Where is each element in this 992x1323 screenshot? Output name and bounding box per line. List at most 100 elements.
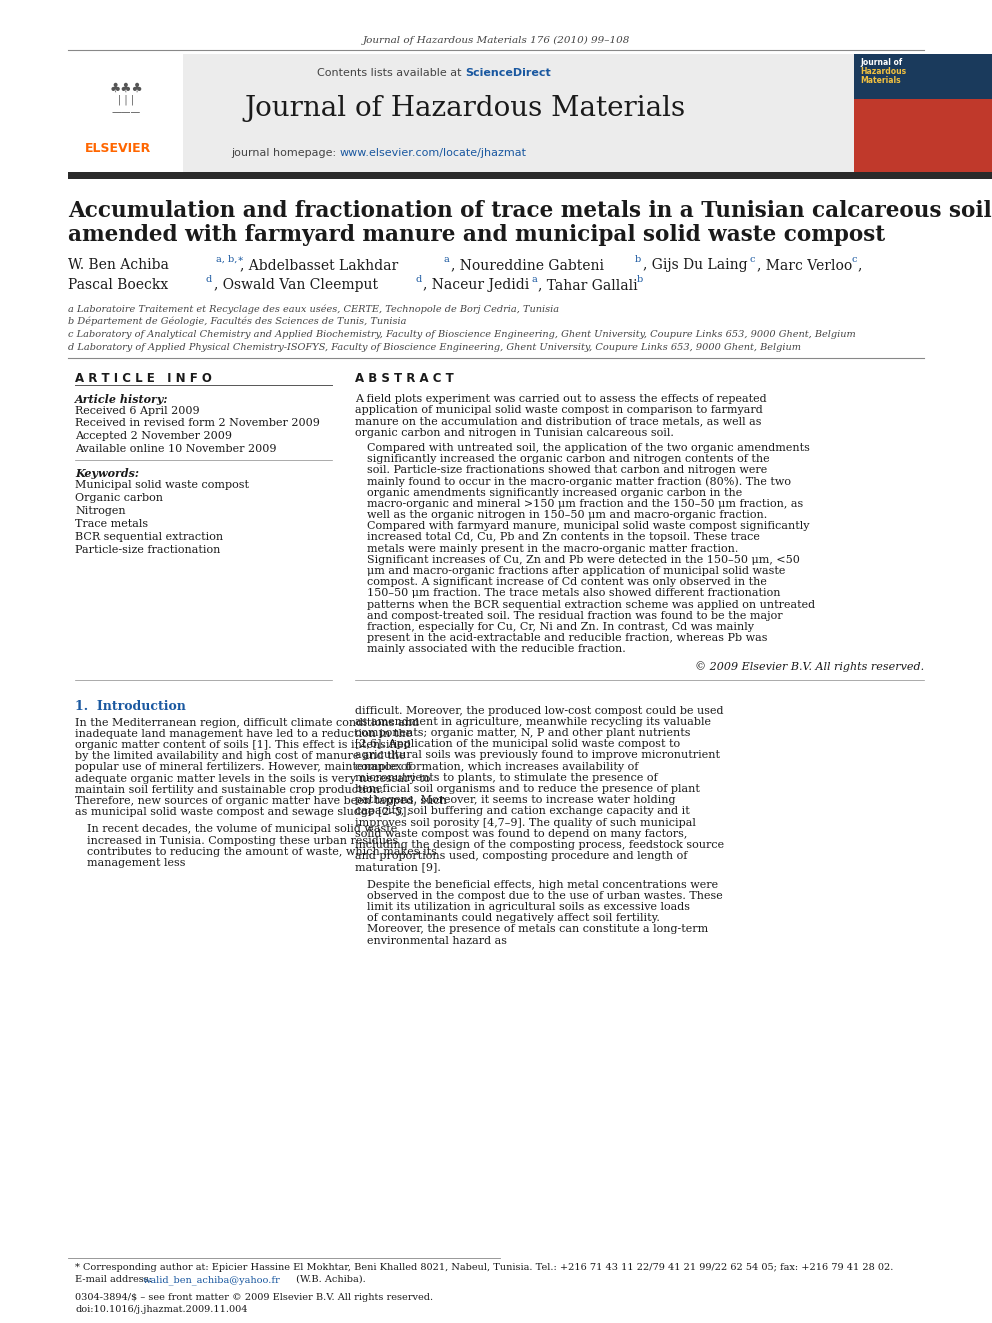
Text: b: b bbox=[637, 275, 643, 284]
Text: | | |: | | | bbox=[118, 95, 134, 106]
Text: d: d bbox=[206, 275, 212, 284]
Text: environmental hazard as: environmental hazard as bbox=[367, 935, 507, 946]
Text: In the Mediterranean region, difficult climate conditions and: In the Mediterranean region, difficult c… bbox=[75, 717, 419, 728]
Text: as municipal solid waste compost and sewage sludge [2–5].: as municipal solid waste compost and sew… bbox=[75, 807, 410, 818]
Text: In recent decades, the volume of municipal solid waste: In recent decades, the volume of municip… bbox=[87, 824, 397, 835]
Text: [2,6]. Application of the municipal solid waste compost to: [2,6]. Application of the municipal soli… bbox=[355, 740, 681, 749]
Text: improves soil porosity [4,7–9]. The quality of such municipal: improves soil porosity [4,7–9]. The qual… bbox=[355, 818, 695, 828]
Text: a: a bbox=[531, 275, 537, 284]
Text: Hazardous: Hazardous bbox=[860, 67, 906, 75]
Text: capacity, soil buffering and cation exchange capacity and it: capacity, soil buffering and cation exch… bbox=[355, 807, 689, 816]
Bar bbox=[68, 172, 992, 179]
Text: , Tahar Gallali: , Tahar Gallali bbox=[538, 278, 638, 292]
Text: Organic carbon: Organic carbon bbox=[75, 493, 163, 503]
Bar bbox=[68, 54, 854, 172]
Text: well as the organic nitrogen in 150–50 μm and macro-organic fraction.: well as the organic nitrogen in 150–50 μ… bbox=[367, 509, 767, 520]
Text: A B S T R A C T: A B S T R A C T bbox=[355, 372, 453, 385]
Text: , Gijs Du Laing: , Gijs Du Laing bbox=[643, 258, 748, 273]
Text: present in the acid-extractable and reducible fraction, whereas Pb was: present in the acid-extractable and redu… bbox=[367, 634, 768, 643]
Text: mainly found to occur in the macro-organic matter fraction (80%). The two: mainly found to occur in the macro-organ… bbox=[367, 476, 791, 487]
Text: maturation [9].: maturation [9]. bbox=[355, 863, 440, 872]
Text: contributes to reducing the amount of waste, which makes its: contributes to reducing the amount of wa… bbox=[87, 847, 436, 857]
Text: , Abdelbasset Lakhdar: , Abdelbasset Lakhdar bbox=[240, 258, 398, 273]
Text: 150–50 μm fraction. The trace metals also showed different fractionation: 150–50 μm fraction. The trace metals als… bbox=[367, 589, 781, 598]
Text: limit its utilization in agricultural soils as excessive loads: limit its utilization in agricultural so… bbox=[367, 902, 690, 912]
Text: micronutrients to plants, to stimulate the presence of: micronutrients to plants, to stimulate t… bbox=[355, 773, 658, 783]
Text: ScienceDirect: ScienceDirect bbox=[465, 67, 551, 78]
Text: , Marc Verloo: , Marc Verloo bbox=[757, 258, 852, 273]
Text: (W.B. Achiba).: (W.B. Achiba). bbox=[293, 1275, 366, 1285]
Text: doi:10.1016/j.jhazmat.2009.11.004: doi:10.1016/j.jhazmat.2009.11.004 bbox=[75, 1304, 247, 1314]
Text: Received in revised form 2 November 2009: Received in revised form 2 November 2009 bbox=[75, 418, 319, 429]
Text: d Laboratory of Applied Physical Chemistry-ISOFYS, Faculty of Bioscience Enginee: d Laboratory of Applied Physical Chemist… bbox=[68, 343, 801, 352]
Text: b: b bbox=[635, 255, 641, 265]
Text: Article history:: Article history: bbox=[75, 394, 169, 405]
Text: © 2009 Elsevier B.V. All rights reserved.: © 2009 Elsevier B.V. All rights reserved… bbox=[694, 662, 924, 672]
Text: Contents lists available at: Contents lists available at bbox=[317, 67, 465, 78]
Text: Available online 10 November 2009: Available online 10 November 2009 bbox=[75, 443, 277, 454]
Text: journal homepage:: journal homepage: bbox=[231, 148, 340, 157]
Text: Journal of: Journal of bbox=[860, 58, 903, 67]
Text: Journal of Hazardous Materials: Journal of Hazardous Materials bbox=[244, 95, 685, 122]
Text: Compared with farmyard manure, municipal solid waste compost significantly: Compared with farmyard manure, municipal… bbox=[367, 521, 809, 532]
Text: A R T I C L E   I N F O: A R T I C L E I N F O bbox=[75, 372, 212, 385]
Text: Journal of Hazardous Materials 176 (2010) 99–108: Journal of Hazardous Materials 176 (2010… bbox=[362, 36, 630, 45]
Text: Accumulation and fractionation of trace metals in a Tunisian calcareous soil: Accumulation and fractionation of trace … bbox=[68, 200, 992, 222]
Text: inadequate land management have led to a reduction in the: inadequate land management have led to a… bbox=[75, 729, 412, 738]
Bar bbox=[68, 54, 183, 172]
Text: www.elsevier.com/locate/jhazmat: www.elsevier.com/locate/jhazmat bbox=[340, 148, 527, 157]
Text: W. Ben Achiba: W. Ben Achiba bbox=[68, 258, 169, 273]
Text: including the design of the composting process, feedstock source: including the design of the composting p… bbox=[355, 840, 724, 849]
Text: soil. Particle-size fractionations showed that carbon and nitrogen were: soil. Particle-size fractionations showe… bbox=[367, 466, 767, 475]
Text: metals were mainly present in the macro-organic matter fraction.: metals were mainly present in the macro-… bbox=[367, 544, 738, 553]
Text: μm and macro-organic fractions after application of municipal solid waste: μm and macro-organic fractions after app… bbox=[367, 566, 786, 576]
Text: c: c bbox=[851, 255, 856, 265]
Text: ♣♣♣: ♣♣♣ bbox=[109, 82, 143, 94]
Text: a: a bbox=[443, 255, 448, 265]
Text: Compared with untreated soil, the application of the two organic amendments: Compared with untreated soil, the applic… bbox=[367, 443, 809, 452]
Bar bbox=[854, 54, 992, 172]
Text: E-mail address:: E-mail address: bbox=[75, 1275, 155, 1285]
Text: organic carbon and nitrogen in Tunisian calcareous soil.: organic carbon and nitrogen in Tunisian … bbox=[355, 427, 674, 438]
Text: Pascal Boeckx: Pascal Boeckx bbox=[68, 278, 169, 292]
Text: Therefore, new sources of organic matter have been tapped, such: Therefore, new sources of organic matter… bbox=[75, 796, 446, 806]
Text: , Noureddine Gabteni: , Noureddine Gabteni bbox=[451, 258, 604, 273]
Text: , Oswald Van Cleemput: , Oswald Van Cleemput bbox=[214, 278, 378, 292]
Text: 1.  Introduction: 1. Introduction bbox=[75, 700, 186, 713]
Text: 0304-3894/$ – see front matter © 2009 Elsevier B.V. All rights reserved.: 0304-3894/$ – see front matter © 2009 El… bbox=[75, 1293, 434, 1302]
Text: management less: management less bbox=[87, 859, 186, 868]
Text: Trace metals: Trace metals bbox=[75, 519, 148, 529]
Text: increased total Cd, Cu, Pb and Zn contents in the topsoil. These trace: increased total Cd, Cu, Pb and Zn conten… bbox=[367, 532, 760, 542]
Text: by the limited availability and high cost of manure and the: by the limited availability and high cos… bbox=[75, 751, 406, 761]
Text: Nitrogen: Nitrogen bbox=[75, 505, 126, 516]
Text: BCR sequential extraction: BCR sequential extraction bbox=[75, 532, 223, 542]
Text: macro-organic and mineral >150 μm fraction and the 150–50 μm fraction, as: macro-organic and mineral >150 μm fracti… bbox=[367, 499, 804, 509]
Text: amended with farmyard manure and municipal solid waste compost: amended with farmyard manure and municip… bbox=[68, 224, 885, 246]
Text: difficult. Moreover, the produced low-cost compost could be used: difficult. Moreover, the produced low-co… bbox=[355, 705, 723, 716]
Text: Keywords:: Keywords: bbox=[75, 468, 139, 479]
Text: , Naceur Jedidi: , Naceur Jedidi bbox=[423, 278, 530, 292]
Bar bbox=[854, 54, 992, 99]
Text: adequate organic matter levels in the soils is very necessary to: adequate organic matter levels in the so… bbox=[75, 774, 431, 783]
Text: and compost-treated soil. The residual fraction was found to be the major: and compost-treated soil. The residual f… bbox=[367, 611, 783, 620]
Text: significantly increased the organic carbon and nitrogen contents of the: significantly increased the organic carb… bbox=[367, 454, 770, 464]
Text: b Département de Géologie, Facultés des Sciences de Tunis, Tunisia: b Département de Géologie, Facultés des … bbox=[68, 318, 407, 327]
Text: popular use of mineral fertilizers. However, maintenance of: popular use of mineral fertilizers. Howe… bbox=[75, 762, 412, 773]
Text: ELSEVIER: ELSEVIER bbox=[85, 142, 151, 155]
Text: d: d bbox=[416, 275, 423, 284]
Text: Moreover, the presence of metals can constitute a long-term: Moreover, the presence of metals can con… bbox=[367, 925, 708, 934]
Text: of contaminants could negatively affect soil fertility.: of contaminants could negatively affect … bbox=[367, 913, 660, 923]
Text: organic matter content of soils [1]. This effect is intensified: organic matter content of soils [1]. Thi… bbox=[75, 740, 411, 750]
Text: c Laboratory of Analytical Chemistry and Applied Biochemistry, Faculty of Biosci: c Laboratory of Analytical Chemistry and… bbox=[68, 329, 856, 339]
Text: A field plots experiment was carried out to assess the effects of repeated: A field plots experiment was carried out… bbox=[355, 394, 767, 404]
Text: c: c bbox=[750, 255, 756, 265]
Text: manure on the accumulation and distribution of trace metals, as well as: manure on the accumulation and distribut… bbox=[355, 417, 762, 426]
Text: walid_ben_achiba@yahoo.fr: walid_ben_achiba@yahoo.fr bbox=[143, 1275, 281, 1285]
Text: * Corresponding author at: Epicier Hassine El Mokhtar, Beni Khalled 8021, Nabeul: * Corresponding author at: Epicier Hassi… bbox=[75, 1263, 894, 1271]
Text: Received 6 April 2009: Received 6 April 2009 bbox=[75, 406, 199, 415]
Text: maintain soil fertility and sustainable crop production.: maintain soil fertility and sustainable … bbox=[75, 785, 384, 795]
Text: beneficial soil organisms and to reduce the presence of plant: beneficial soil organisms and to reduce … bbox=[355, 785, 700, 794]
Text: patterns when the BCR sequential extraction scheme was applied on untreated: patterns when the BCR sequential extract… bbox=[367, 599, 815, 610]
Text: a, b,∗: a, b,∗ bbox=[216, 255, 244, 265]
Text: increased in Tunisia. Composting these urban residues: increased in Tunisia. Composting these u… bbox=[87, 836, 398, 845]
